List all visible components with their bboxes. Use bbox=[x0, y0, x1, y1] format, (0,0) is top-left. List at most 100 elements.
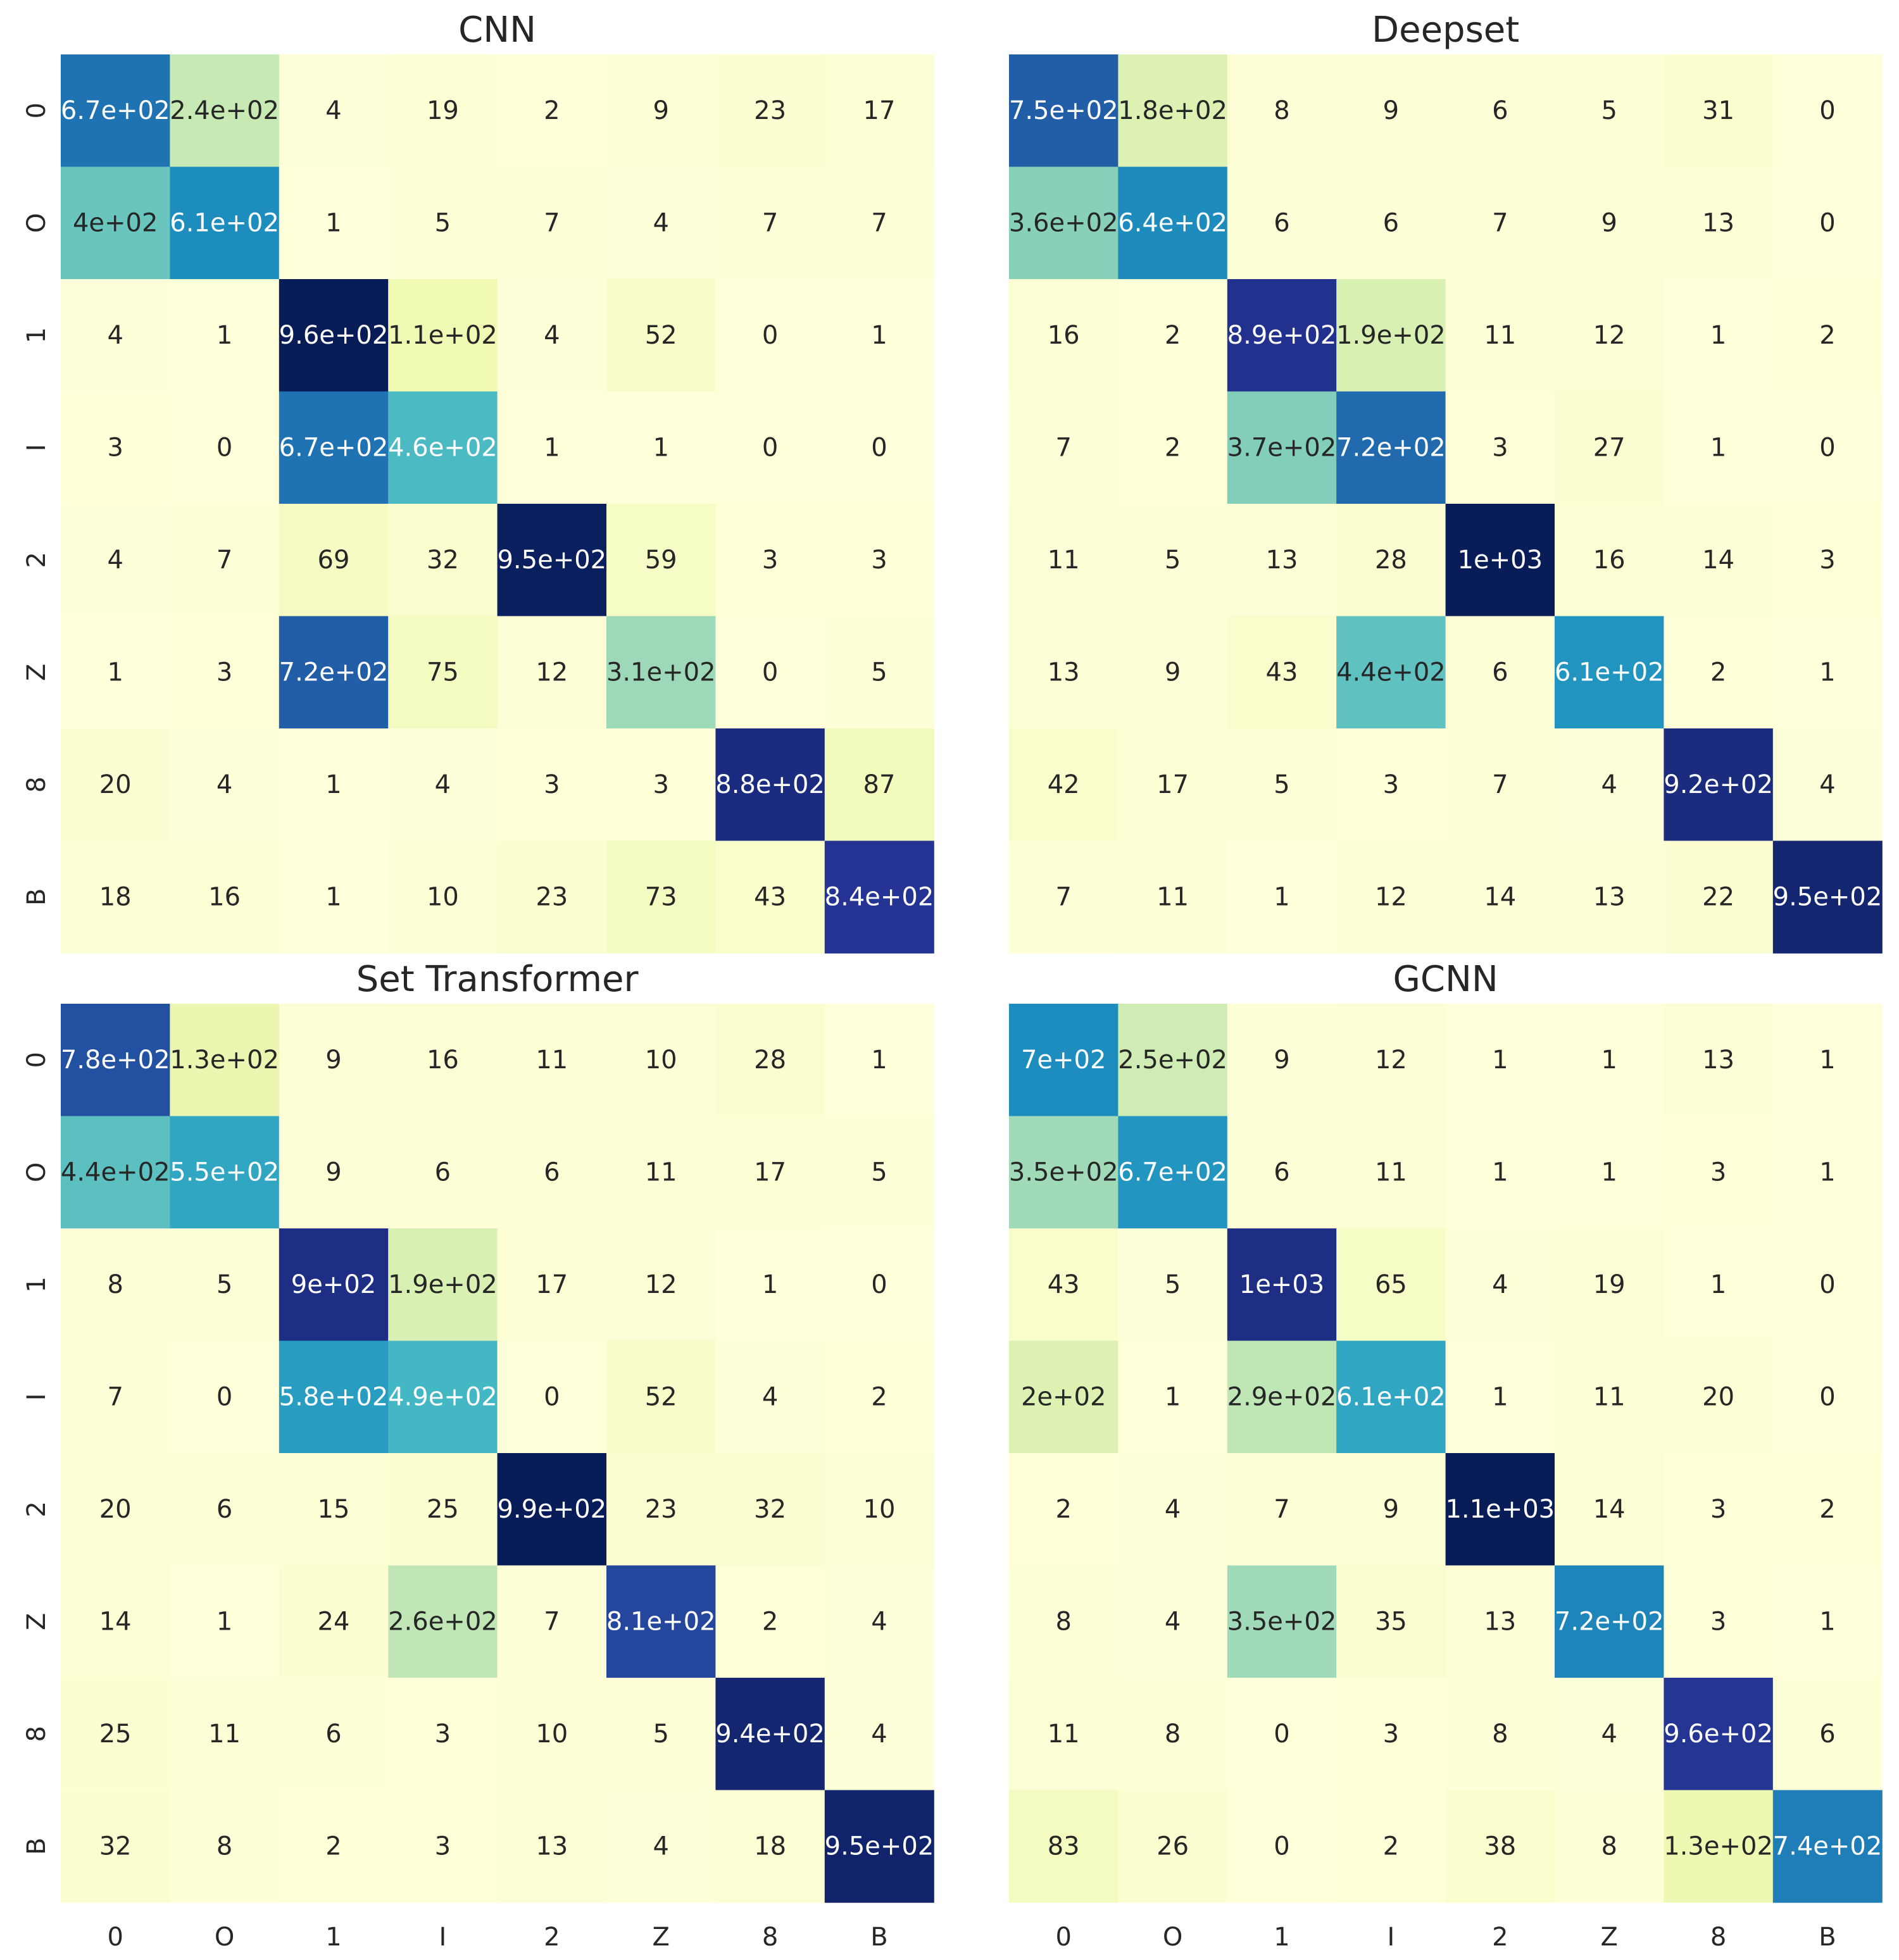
heatmap-cell bbox=[1445, 728, 1555, 842]
cell-value-label: 4.4e+02 bbox=[1336, 658, 1446, 687]
heatmap-cell bbox=[497, 840, 607, 954]
cell-value-label: 1 bbox=[871, 1046, 887, 1075]
heatmap-cell bbox=[1555, 1565, 1664, 1678]
cell-value-label: 2 bbox=[1819, 321, 1835, 350]
heatmap-cell bbox=[606, 1790, 716, 1903]
cell-value-label: 1 bbox=[1492, 1158, 1508, 1187]
cell-value-label: 3 bbox=[1710, 1495, 1726, 1524]
heatmap-cell bbox=[497, 728, 607, 842]
heatmap-cell bbox=[388, 728, 498, 842]
heatmap-cell bbox=[1118, 1228, 1228, 1342]
heatmap-cell bbox=[1664, 54, 1774, 168]
cell-value-label: 3 bbox=[216, 658, 232, 687]
heatmap-cell bbox=[170, 840, 280, 954]
cell-value-label: 9e+02 bbox=[291, 1270, 376, 1299]
cell-value-label: 43 bbox=[1048, 1270, 1080, 1299]
heatmap-cell bbox=[497, 504, 607, 617]
cell-value-label: 0 bbox=[762, 433, 778, 462]
heatmap-cell bbox=[170, 1790, 280, 1903]
heatmap-cell bbox=[279, 616, 389, 729]
cell-value-label: 1 bbox=[1710, 321, 1726, 350]
heatmap-cell bbox=[715, 1678, 825, 1791]
heatmap-cell bbox=[824, 1790, 934, 1903]
heatmap-cell bbox=[279, 1116, 389, 1229]
y-tick-label: 2 bbox=[22, 1501, 51, 1517]
cell-value-label: 3 bbox=[1710, 1607, 1726, 1636]
cell-value-label: 4 bbox=[1165, 1607, 1181, 1636]
panel-title: Set Transformer bbox=[356, 959, 639, 1000]
cell-value-label: 11 bbox=[1156, 882, 1189, 911]
cell-value-label: 9 bbox=[653, 96, 668, 125]
cell-value-label: 1 bbox=[325, 882, 341, 911]
cell-value-label: 12 bbox=[1375, 882, 1407, 911]
heatmap-cell bbox=[497, 1116, 607, 1229]
cell-value-label: 18 bbox=[754, 1832, 786, 1861]
heatmap-cell bbox=[388, 54, 498, 168]
heatmap-cell bbox=[606, 1453, 716, 1566]
heatmap-cell bbox=[824, 1565, 934, 1678]
heatmap-cell bbox=[606, 1116, 716, 1229]
cell-value-label: 1 bbox=[107, 658, 123, 687]
cell-value-label: 11 bbox=[208, 1720, 241, 1749]
heatmap-cell bbox=[715, 1116, 825, 1229]
heatmap-cell bbox=[497, 391, 607, 504]
cell-value-label: 7 bbox=[1492, 770, 1508, 799]
cell-value-label: 6 bbox=[1492, 96, 1508, 125]
cell-value-label: 12 bbox=[1593, 321, 1626, 350]
cell-value-label: 1.1e+02 bbox=[388, 321, 498, 350]
y-tick-label: B bbox=[22, 889, 51, 906]
cell-value-label: 2 bbox=[1055, 1495, 1071, 1524]
heatmap-cell bbox=[1555, 504, 1664, 617]
heatmap-cell bbox=[715, 1790, 825, 1903]
y-tick-label: 0 bbox=[22, 1052, 51, 1068]
cell-value-label: 0 bbox=[1819, 1382, 1835, 1411]
x-tick-label: 1 bbox=[325, 1923, 341, 1952]
heatmap-cell bbox=[1336, 728, 1446, 842]
cell-value-label: 2 bbox=[1710, 658, 1726, 687]
heatmap-cell bbox=[1227, 1453, 1337, 1566]
x-tick-label: 2 bbox=[544, 1923, 560, 1952]
cell-value-label: 7 bbox=[762, 208, 778, 237]
cell-value-label: 4 bbox=[1601, 770, 1617, 799]
cell-value-label: 13 bbox=[536, 1832, 568, 1861]
cell-value-label: 69 bbox=[318, 546, 350, 575]
heatmap-cell bbox=[1555, 1116, 1664, 1229]
cell-value-label: 4 bbox=[871, 1607, 887, 1636]
heatmap-cell bbox=[824, 1116, 934, 1229]
heatmap-cell bbox=[1445, 504, 1555, 617]
cell-value-label: 9.6e+02 bbox=[1664, 1720, 1773, 1749]
cell-value-label: 23 bbox=[645, 1495, 677, 1524]
heatmap-cell bbox=[1336, 391, 1446, 504]
cell-value-label: 4 bbox=[653, 1832, 668, 1861]
cell-value-label: 1 bbox=[216, 321, 232, 350]
cell-value-label: 16 bbox=[1593, 546, 1626, 575]
heatmap-cell bbox=[1336, 1116, 1446, 1229]
cell-value-label: 8 bbox=[216, 1832, 232, 1861]
panel-title: Deepset bbox=[1372, 9, 1519, 51]
cell-value-label: 11 bbox=[1375, 1158, 1407, 1187]
cell-value-label: 3 bbox=[1383, 770, 1399, 799]
heatmap-cell bbox=[715, 1453, 825, 1566]
heatmap-cell bbox=[1772, 1565, 1883, 1678]
cell-value-label: 13 bbox=[1702, 1046, 1734, 1075]
heatmap-cell bbox=[1445, 840, 1555, 954]
heatmap-cell bbox=[61, 279, 170, 392]
cell-value-label: 11 bbox=[645, 1158, 677, 1187]
heatmap-cell bbox=[1009, 1004, 1119, 1117]
heatmap-cell bbox=[497, 279, 607, 392]
heatmap-cell bbox=[1772, 1453, 1883, 1566]
cell-value-label: 27 bbox=[1593, 433, 1626, 462]
cell-value-label: 5 bbox=[1274, 770, 1289, 799]
cell-value-label: 2 bbox=[1383, 1832, 1399, 1861]
cell-value-label: 7 bbox=[1274, 1495, 1289, 1524]
heatmap-cell bbox=[1227, 1790, 1337, 1903]
cell-value-label: 0 bbox=[544, 1382, 560, 1411]
cell-value-label: 5 bbox=[1165, 546, 1181, 575]
heatmap-cell bbox=[388, 504, 498, 617]
cell-value-label: 9 bbox=[325, 1158, 341, 1187]
heatmap-cell bbox=[715, 728, 825, 842]
heatmap-cell bbox=[1118, 1678, 1228, 1791]
cell-value-label: 3 bbox=[1383, 1720, 1399, 1749]
